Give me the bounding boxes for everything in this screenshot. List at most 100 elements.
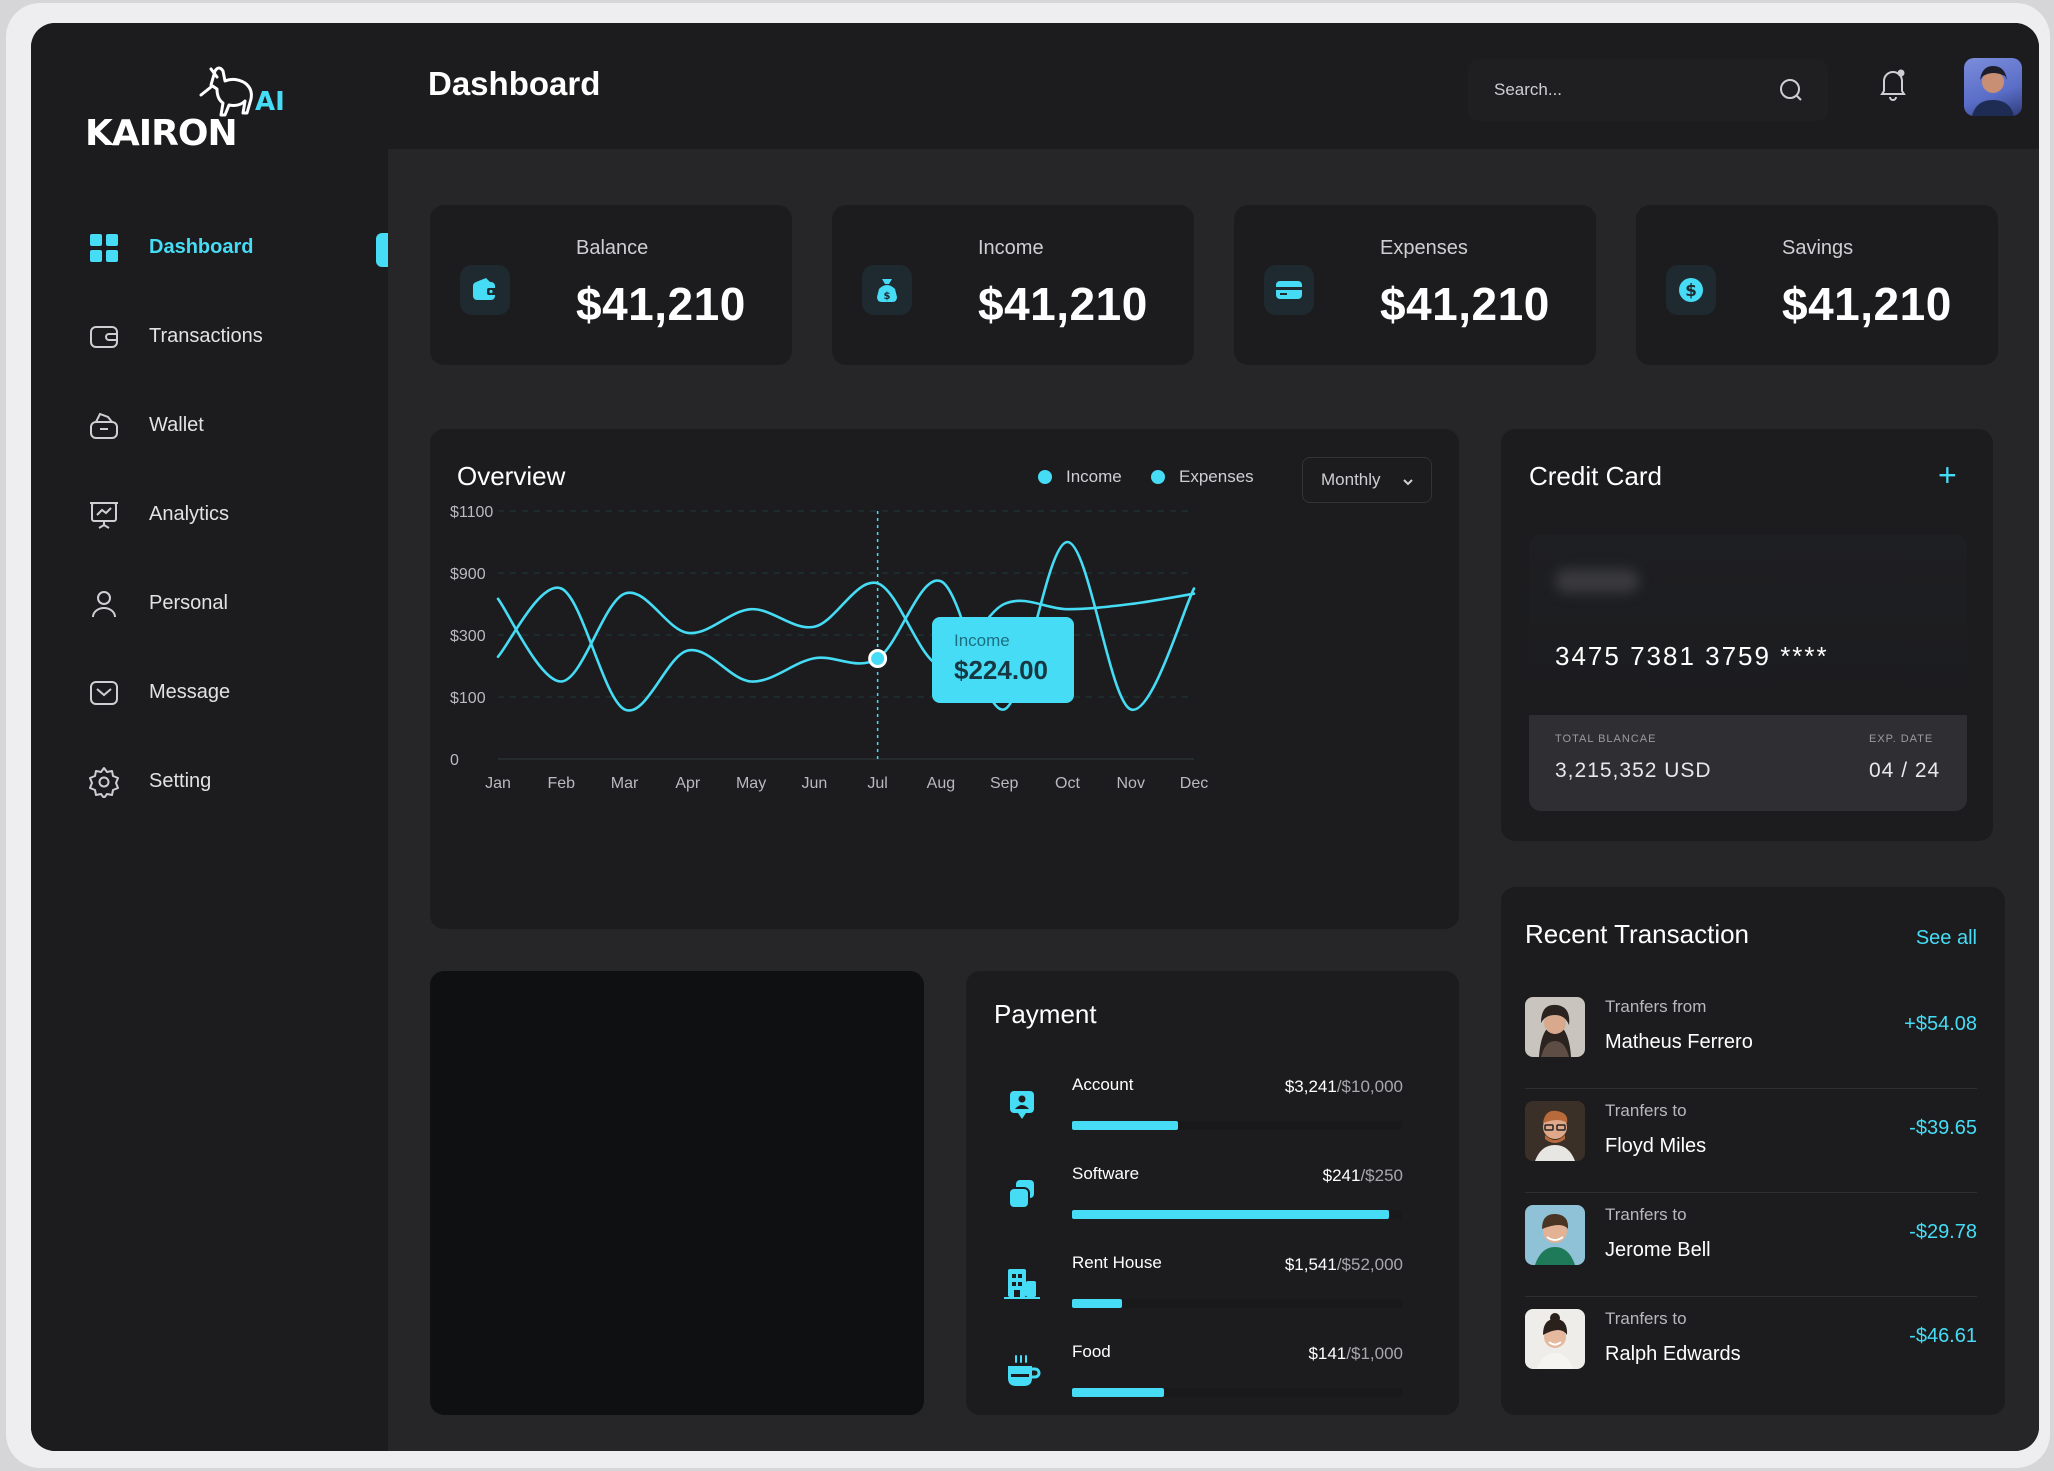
- see-all-link[interactable]: See all: [1915, 927, 1977, 949]
- stat-card-balance[interactable]: Balance $41,210: [430, 205, 792, 365]
- transaction-avatar: [1525, 1101, 1585, 1161]
- recent-title: Recent Transaction: [1525, 919, 1750, 949]
- sidebar-item-dashboard[interactable]: Dashboard: [31, 203, 388, 292]
- main-content: Balance $41,210 $ Income $41,210 Expense…: [388, 149, 2039, 1451]
- page-title: Dashboard: [428, 65, 601, 102]
- header: Dashboard: [388, 23, 2039, 149]
- series-line-expenses: [496, 581, 1196, 683]
- payment-amount: $1,541/$52,000: [1284, 1255, 1403, 1274]
- sidebar-item-message[interactable]: Message: [31, 648, 388, 737]
- brand-logo[interactable]: KAIRON AI: [85, 65, 305, 155]
- transaction-type: Tranfers to: [1605, 1205, 1687, 1224]
- sidebar-item-label: Message: [149, 681, 231, 703]
- transaction-row[interactable]: Tranfers to Ralph Edwards -$46.61: [1525, 1297, 1977, 1401]
- payment-item-software[interactable]: Software $241/$250: [966, 1162, 1459, 1250]
- exp-value: 04 / 24: [1869, 759, 1941, 782]
- payment-item-account[interactable]: Account $3,241/$10,000: [966, 1073, 1459, 1161]
- sidebar-item-wallet[interactable]: Wallet: [31, 381, 388, 470]
- overview-chart-card: $1100 $900 $300 $100 0 Jan Feb Mar Apr May Jun Jul A…: [430, 429, 1459, 929]
- transaction-amount: -$46.61: [1909, 1325, 1977, 1347]
- credit-card-title: Credit Card: [1529, 461, 1662, 491]
- x-tick-label: Oct: [1055, 775, 1080, 792]
- sidebar-item-label: Wallet: [149, 414, 204, 436]
- credit-card-panel: Credit Card + 3475 7381 3759 **** TOTAL …: [1501, 429, 1993, 841]
- x-tick-label: Apr: [675, 775, 701, 792]
- payment-name: Account: [1072, 1075, 1134, 1094]
- progress-fill: [1072, 1121, 1178, 1130]
- add-card-plus-icon[interactable]: +: [1938, 457, 1957, 493]
- sidebar-item-label: Setting: [149, 770, 212, 792]
- x-tick-label: Jul: [867, 775, 887, 792]
- sidebar-item-analytics[interactable]: Analytics: [31, 470, 388, 559]
- centaur-logo-icon: [199, 66, 253, 117]
- progress-track: [1072, 1299, 1402, 1308]
- progress-track: [1072, 1388, 1402, 1397]
- stat-label: Savings: [1782, 237, 1854, 259]
- software-icon: [1002, 1174, 1042, 1214]
- coffee-cup-icon: [1002, 1352, 1042, 1392]
- user-avatar[interactable]: [1964, 58, 2022, 116]
- transaction-avatar: [1525, 997, 1585, 1057]
- grid-icon: [87, 231, 121, 265]
- transaction-avatar: [1525, 1309, 1585, 1369]
- brand-suffix: AI: [255, 87, 285, 117]
- sidebar-item-personal[interactable]: Personal: [31, 559, 388, 648]
- stat-card-income[interactable]: $ Income $41,210: [832, 205, 1194, 365]
- wallet-icon: [460, 265, 510, 315]
- period-dropdown[interactable]: Monthly: [1302, 457, 1432, 503]
- payment-name: Software: [1072, 1164, 1140, 1183]
- active-indicator: [376, 233, 388, 267]
- stat-value: $41,210: [978, 278, 1148, 330]
- wallet-card-icon: [87, 320, 121, 354]
- legend-dot: [1151, 470, 1165, 484]
- transaction-type: Tranfers from: [1605, 997, 1707, 1016]
- period-value: Monthly: [1321, 470, 1381, 489]
- sidebar-item-label: Personal: [149, 592, 228, 614]
- transaction-row[interactable]: Tranfers from Matheus Ferrero +$54.08: [1525, 985, 1977, 1089]
- stat-card-savings[interactable]: $ Savings $41,210: [1636, 205, 1998, 365]
- transaction-name: Floyd Miles: [1605, 1135, 1707, 1157]
- transaction-row[interactable]: Tranfers to Floyd Miles -$39.65: [1525, 1089, 1977, 1193]
- y-tick-label: 0: [450, 752, 459, 769]
- stat-card-expenses[interactable]: Expenses $41,210: [1234, 205, 1596, 365]
- app-window: KAIRON AI Dashboard Transactions: [31, 23, 2039, 1451]
- transaction-row[interactable]: Tranfers to Jerome Bell -$29.78: [1525, 1193, 1977, 1297]
- search-input[interactable]: [1468, 80, 1758, 100]
- legend-label: Income: [1066, 467, 1122, 486]
- x-tick-label: Aug: [927, 775, 955, 792]
- payment-amount: $3,241/$10,000: [1284, 1077, 1403, 1096]
- svg-text:$: $: [1685, 281, 1697, 301]
- transaction-name: Matheus Ferrero: [1605, 1031, 1753, 1053]
- stat-label: Expenses: [1380, 237, 1468, 259]
- tooltip-label: Income: [954, 631, 1010, 650]
- payment-card: Payment Account $3,241/$10,000 Software …: [966, 971, 1459, 1415]
- y-tick-label: $900: [450, 566, 486, 583]
- payment-item-food[interactable]: Food $141/$1,000: [966, 1340, 1459, 1428]
- sidebar: KAIRON AI Dashboard Transactions: [31, 23, 388, 1451]
- search-icon[interactable]: [1778, 77, 1804, 108]
- balance-label: TOTAL BLANCAE: [1555, 733, 1657, 745]
- stat-value: $41,210: [576, 278, 746, 330]
- device-frame: KAIRON AI Dashboard Transactions: [6, 3, 2050, 1468]
- payment-item-rent-house[interactable]: Rent House $1,541/$52,000: [966, 1251, 1459, 1339]
- legend-expenses: Expenses: [1151, 467, 1254, 487]
- sidebar-nav: Dashboard Transactions Wallet Analytic: [31, 203, 388, 826]
- sidebar-item-transactions[interactable]: Transactions: [31, 292, 388, 381]
- sidebar-item-label: Analytics: [149, 503, 230, 525]
- sidebar-item-label: Transactions: [149, 325, 263, 347]
- dollar-coin-icon: $: [1666, 265, 1716, 315]
- progress-track: [1072, 1210, 1402, 1219]
- sidebar-item-setting[interactable]: Setting: [31, 737, 388, 826]
- overview-title: Overview: [457, 461, 566, 491]
- brand-name: KAIRON: [85, 113, 238, 154]
- x-tick-label: Sep: [990, 775, 1019, 792]
- credit-card[interactable]: 3475 7381 3759 **** TOTAL BLANCAE 3,215,…: [1529, 535, 1967, 811]
- recent-transactions-card: Recent Transaction See all Tranfers from…: [1501, 887, 2005, 1415]
- payment-title: Payment: [994, 999, 1097, 1029]
- payment-name: Rent House: [1072, 1253, 1162, 1272]
- transaction-name: Ralph Edwards: [1605, 1343, 1741, 1365]
- transaction-avatar: [1525, 1205, 1585, 1265]
- notification-bell-icon[interactable]: [1878, 67, 1908, 106]
- card-brand-logo: [1555, 569, 1639, 593]
- payment-name: Food: [1072, 1342, 1111, 1361]
